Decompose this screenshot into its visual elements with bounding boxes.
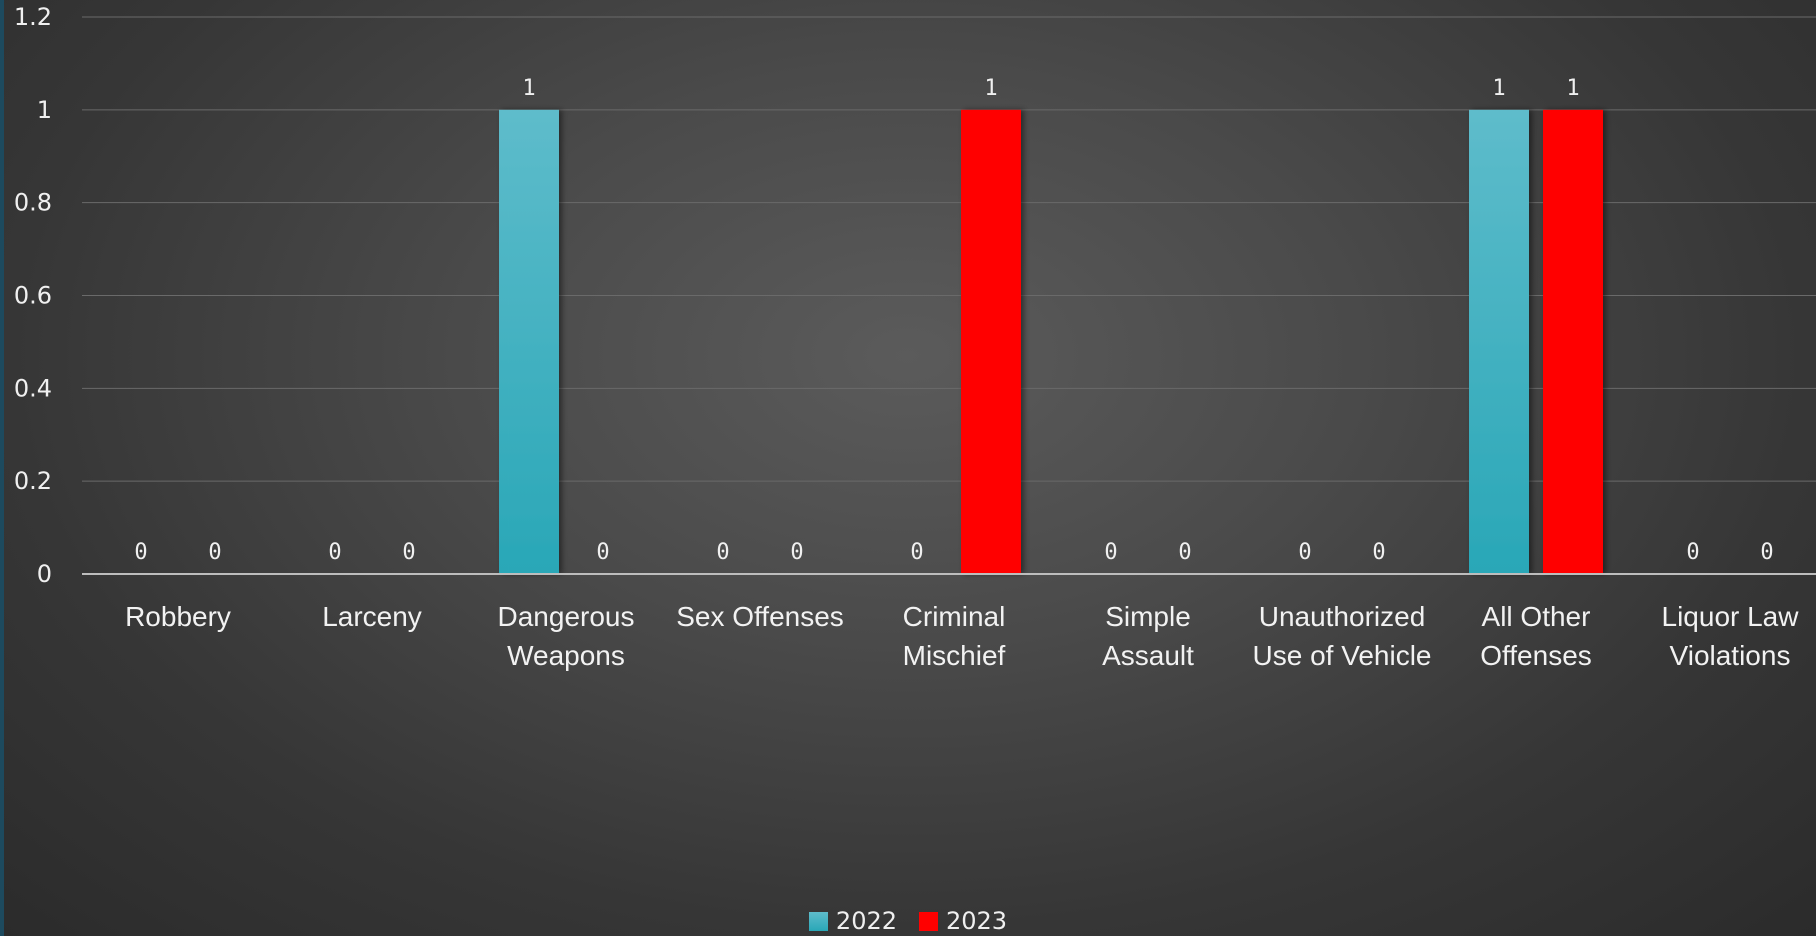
category-label-3-line-0: Sex Offenses <box>676 601 844 632</box>
category-label-1-line-0: Larceny <box>322 601 422 632</box>
data-label-2022-4: 0 <box>910 540 923 565</box>
category-label-5-line-1: Assault <box>1102 640 1194 671</box>
category-label-7-line-1: Offenses <box>1480 640 1592 671</box>
data-label-2022-0: 0 <box>134 540 147 565</box>
y-tick-label-3: 0.6 <box>14 282 52 310</box>
data-label-2022-2: 1 <box>522 76 535 101</box>
category-label-8-line-0: Liquor Law <box>1662 601 1800 632</box>
category-label-8-line-1: Violations <box>1670 640 1791 671</box>
chart-legend: 2022 2023 <box>0 906 1816 936</box>
data-label-2022-3: 0 <box>716 540 729 565</box>
data-label-2023-6: 0 <box>1372 540 1385 565</box>
category-label-2-line-1: Weapons <box>507 640 625 671</box>
y-tick-label-5: 1 <box>37 96 52 124</box>
data-label-2023-7: 1 <box>1566 76 1579 101</box>
legend-swatch-2022 <box>808 911 828 931</box>
data-label-2022-7: 1 <box>1492 76 1505 101</box>
bar-2022-7 <box>1469 109 1529 574</box>
category-label-5-line-0: Simple <box>1105 601 1191 632</box>
data-label-2023-4: 1 <box>984 76 997 101</box>
y-tick-label-1: 0.2 <box>14 467 52 495</box>
bar-2022-2 <box>499 109 559 574</box>
category-label-6-line-1: Use of Vehicle <box>1253 640 1432 671</box>
category-label-4-line-0: Criminal <box>903 601 1006 632</box>
data-label-2023-8: 0 <box>1760 540 1773 565</box>
category-label-7-line-0: All Other <box>1482 601 1591 632</box>
bar-2023-7 <box>1543 109 1603 574</box>
legend-label-2022: 2022 <box>835 907 897 935</box>
category-label-2-line-0: Dangerous <box>498 601 635 632</box>
bar-2023-4 <box>961 109 1021 574</box>
left-edge-accent <box>0 0 4 936</box>
y-tick-label-4: 0.8 <box>14 189 52 217</box>
legend-label-2023: 2023 <box>946 907 1008 935</box>
data-label-2022-5: 0 <box>1104 540 1117 565</box>
data-label-2022-8: 0 <box>1686 540 1699 565</box>
data-label-2023-5: 0 <box>1178 540 1191 565</box>
y-tick-label-6: 1.2 <box>14 3 52 31</box>
category-label-4-line-1: Mischief <box>903 640 1006 671</box>
y-tick-label-0: 0 <box>37 560 52 588</box>
category-label-0-line-0: Robbery <box>125 601 231 632</box>
data-label-2022-6: 0 <box>1298 540 1311 565</box>
data-label-2023-2: 0 <box>596 540 609 565</box>
legend-item-2023: 2023 <box>919 907 1007 935</box>
data-label-2023-0: 0 <box>208 540 221 565</box>
data-label-2022-1: 0 <box>328 540 341 565</box>
y-tick-label-2: 0.4 <box>14 374 52 402</box>
category-label-6-line-0: Unauthorized <box>1259 601 1426 632</box>
data-label-2023-1: 0 <box>402 540 415 565</box>
data-label-2023-3: 0 <box>790 540 803 565</box>
legend-swatch-2023 <box>919 911 938 931</box>
legend-item-2022: 2022 <box>808 907 897 935</box>
